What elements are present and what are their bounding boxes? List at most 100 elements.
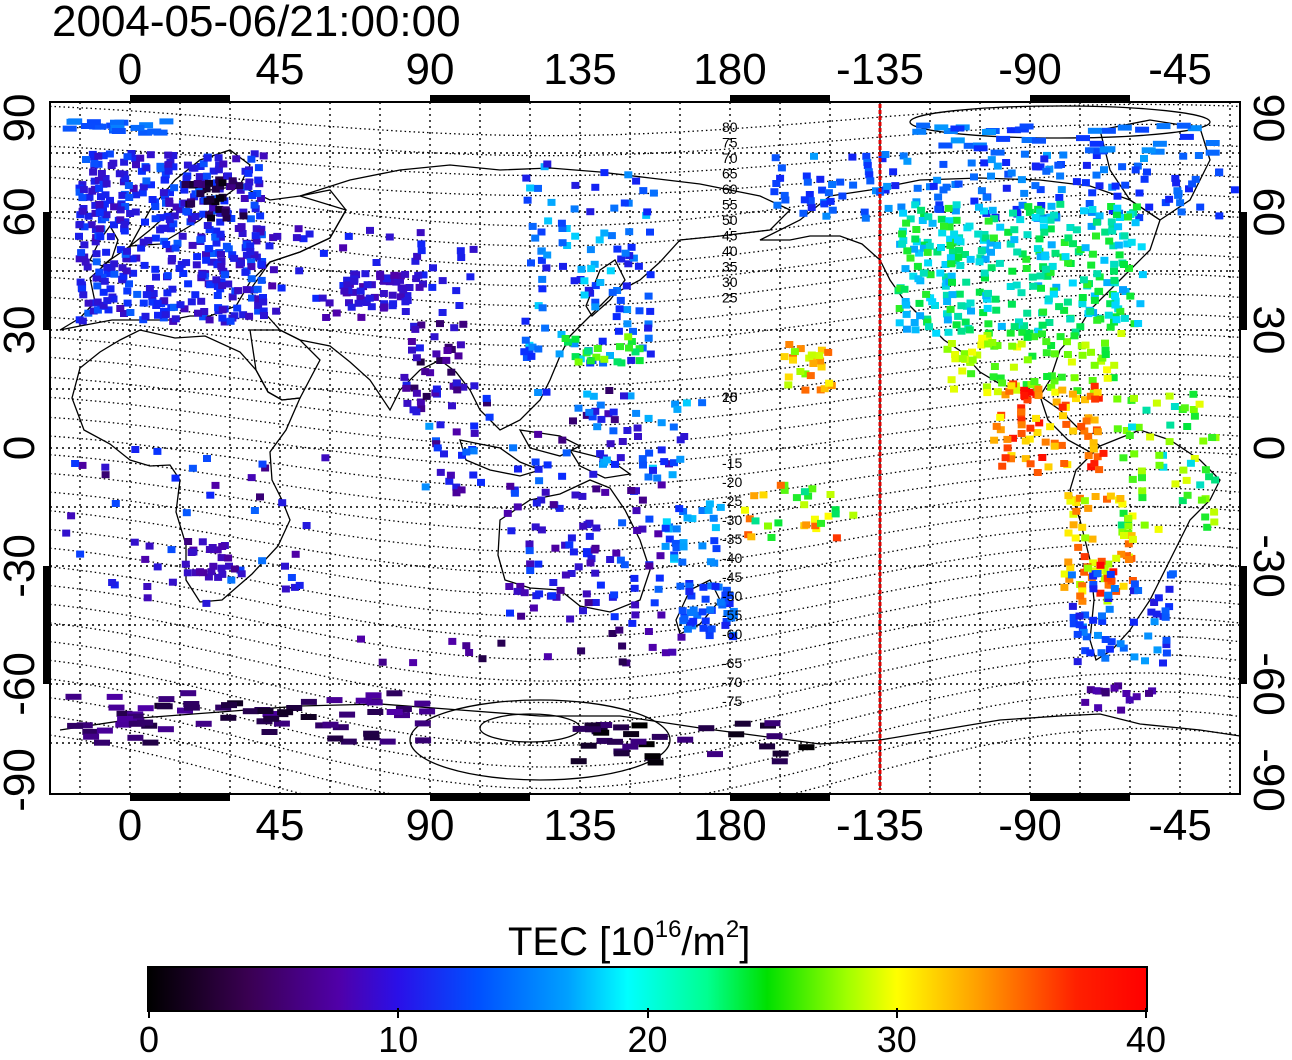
tec-cell <box>1110 276 1119 284</box>
tec-cell <box>537 526 546 534</box>
tec-cell <box>1037 284 1045 292</box>
tec-cell <box>889 168 898 176</box>
tec-cell <box>1064 259 1073 267</box>
top-longitude-label: -135 <box>835 45 925 94</box>
tec-cell <box>1062 420 1071 428</box>
tec-cell <box>565 541 574 549</box>
tec-cell <box>261 464 270 472</box>
tec-cell <box>363 734 380 741</box>
tec-cell <box>1109 242 1118 250</box>
tec-cell <box>367 303 376 311</box>
tec-cell <box>1046 268 1055 276</box>
tec-cell <box>600 355 609 363</box>
tec-cell <box>523 196 532 204</box>
tec-cell <box>145 542 154 550</box>
tec-cell <box>111 500 120 507</box>
tec-cell <box>151 215 160 223</box>
tec-cell <box>945 217 954 225</box>
tec-cell <box>206 281 215 289</box>
tec-cell <box>780 486 789 494</box>
tec-cell <box>268 282 277 290</box>
tec-cell <box>94 176 103 184</box>
tec-cell <box>956 262 965 269</box>
tec-cell <box>1098 612 1106 620</box>
tec-cell <box>1125 264 1133 272</box>
tec-cell <box>671 400 680 408</box>
tec-cell <box>706 558 715 566</box>
tec-cell <box>561 335 570 342</box>
tec-cell <box>1086 392 1095 400</box>
tec-cell <box>1021 455 1030 463</box>
tec-cell <box>448 637 457 645</box>
tec-cell <box>645 449 654 457</box>
tec-cell <box>91 201 100 209</box>
tec-cell <box>1006 329 1015 337</box>
tec-cell <box>217 262 226 270</box>
tec-cell <box>1112 211 1121 218</box>
tec-cell <box>462 642 471 650</box>
tec-cell <box>1066 315 1075 323</box>
tec-cell <box>1165 438 1174 446</box>
tec-cell <box>558 436 567 444</box>
tec-cell <box>741 506 749 514</box>
tec-cell <box>211 481 220 489</box>
tec-cell <box>878 155 887 163</box>
contour-line <box>50 487 1240 553</box>
tec-cell <box>1072 395 1080 403</box>
tec-cell <box>711 582 720 590</box>
tec-cell <box>184 280 193 288</box>
tec-cell <box>993 388 1002 396</box>
tec-cell <box>586 208 595 216</box>
tec-cell <box>810 152 818 160</box>
tec-cell <box>365 692 382 699</box>
tec-cell <box>586 246 595 254</box>
tec-cell <box>436 421 445 429</box>
tec-cell <box>612 313 621 321</box>
tec-cell <box>215 205 224 213</box>
tec-cell <box>912 226 921 233</box>
tec-cell <box>138 129 153 136</box>
tec-cell <box>1078 587 1087 595</box>
tec-cell <box>615 305 624 313</box>
tec-cell <box>258 460 267 468</box>
contour-ellipse <box>909 105 1211 139</box>
tec-cell <box>728 731 745 738</box>
right-latitude-label: 60 <box>1244 187 1292 237</box>
tec-cell <box>601 488 610 496</box>
tec-cell <box>1129 618 1138 626</box>
tec-cell <box>1042 338 1051 346</box>
tec-cell <box>321 454 330 462</box>
tec-cell <box>462 448 471 456</box>
tec-cell <box>1196 203 1205 211</box>
tec-cell <box>78 285 86 293</box>
tec-cell <box>102 211 111 219</box>
tec-cell <box>535 477 544 485</box>
tec-cell <box>1152 610 1161 618</box>
frame-tick <box>1030 794 1130 801</box>
tec-cell <box>1165 392 1174 400</box>
tec-cell <box>1097 649 1106 657</box>
tec-cell <box>357 635 365 643</box>
tec-cell <box>883 182 892 190</box>
tec-cell <box>182 175 191 183</box>
tec-cell <box>624 171 633 179</box>
tec-cell <box>129 184 138 192</box>
tec-cell <box>676 455 685 463</box>
tec-cell <box>1047 372 1056 380</box>
contour-label: -40 <box>722 550 742 566</box>
tec-cell <box>644 324 653 332</box>
tec-cell <box>1110 684 1119 692</box>
tec-cell <box>996 413 1005 421</box>
tec-cell <box>470 382 479 390</box>
frame-tick <box>430 95 530 102</box>
tec-cell <box>817 346 826 354</box>
tec-cell <box>1132 203 1141 211</box>
tec-cell <box>403 297 412 304</box>
tec-cell <box>1030 378 1039 385</box>
tec-cell <box>571 335 580 343</box>
tec-cell <box>1002 159 1011 166</box>
tec-cell <box>1120 314 1129 322</box>
tec-cell <box>1128 423 1136 431</box>
tec-cell <box>206 195 215 203</box>
tec-cell <box>1068 602 1077 610</box>
